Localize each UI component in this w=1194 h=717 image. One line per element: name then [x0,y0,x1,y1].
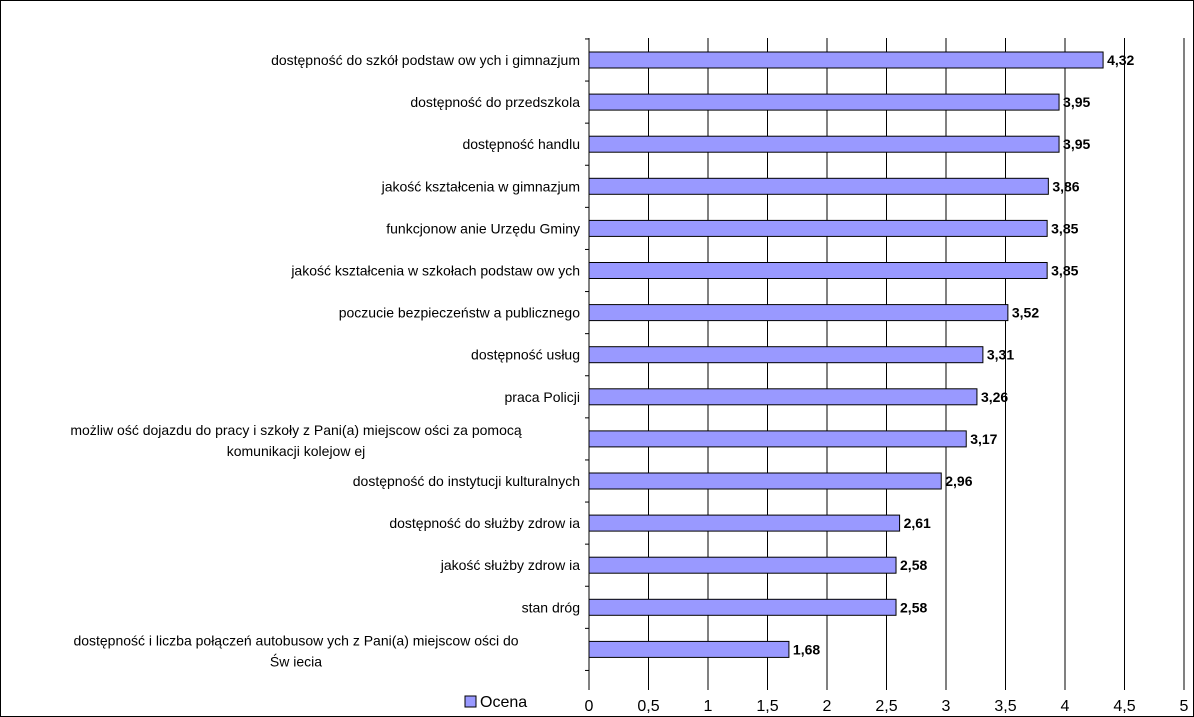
bar [588,472,942,490]
data-label: 2,61 [904,515,931,531]
x-tick-label: 5 [1180,698,1189,715]
category-label: jakość kształcenia w gimnazjum [381,178,580,194]
legend-label: Ocena [480,694,527,711]
data-label: 3,52 [1012,305,1039,321]
data-label: 3,17 [970,431,997,447]
data-label: 3,26 [981,389,1008,405]
x-axis-ticks: 0 0,5 1 1,5 2 2,5 3 3,5 4 4,5 5 [585,698,1189,715]
x-tick-label: 4,5 [1113,698,1135,715]
data-label: 1,68 [793,641,820,657]
category-label: możliw ość dojazdu do pracy i szkoły z P… [70,422,521,438]
bar [588,51,1104,69]
x-tick-label: 3 [942,698,951,715]
bar [588,598,897,616]
bar [588,262,1048,279]
category-label: dostępność i liczba połączeń autobusow y… [73,632,518,648]
x-tick-label: 2,5 [875,698,897,715]
bar [588,514,901,532]
data-label: 3,85 [1051,263,1078,279]
x-tick-label: 4 [1061,698,1070,715]
bar [588,219,1048,237]
category-label: funkcjonow anie Urzędu Gminy [386,220,580,236]
bar [588,135,1060,153]
legend-swatch [464,695,477,708]
category-label: dostępność usług [471,347,580,363]
legend: Ocena [464,694,527,711]
x-tick-label: 0 [585,698,594,715]
data-label: 2,58 [900,599,927,615]
bar [588,388,978,406]
category-label: dostępność do szkół podstaw ow ych i gim… [271,52,580,68]
value-labels: 4,32 3,95 3,95 3,86 3,85 3,85 3,52 3,31 3,26 3,17… [793,52,1135,657]
data-label: 2,96 [945,473,972,489]
bar [588,430,967,448]
bar [588,556,897,574]
category-label: jakość służby zdrow ia [440,557,580,573]
data-label: 3,86 [1052,178,1079,194]
category-labels: dostępność do szkół podstaw ow ych i gim… [70,52,580,669]
data-label: 3,95 [1063,94,1090,110]
data-label: 3,95 [1063,136,1090,152]
bars [588,51,1104,658]
x-tick-label: 0,5 [637,698,659,715]
x-tick-label: 2 [823,698,832,715]
bar [588,177,1049,195]
category-label: praca Policji [505,389,580,405]
x-tick-label: 1,5 [756,698,778,715]
bar [588,304,1009,322]
x-tick-label: 1 [704,698,713,715]
category-label: dostępność handlu [462,136,580,152]
data-label: 2,58 [900,557,927,573]
category-label: jakość kształcenia w szkołach podstaw ow… [290,263,580,279]
data-label: 3,31 [987,347,1014,363]
category-label: dostępność do przedszkola [410,94,580,110]
category-label: stan dróg [522,599,580,615]
bar [588,346,984,364]
category-label: poczucie bezpieczeństw a publicznego [339,305,580,321]
category-label: dostępność do służby zdrow ia [389,515,580,531]
category-label: komunikacji kolejow ej [227,443,366,459]
data-label: 4,32 [1107,52,1134,68]
category-label: Św iecia [270,652,322,669]
category-label: dostępność do instytucji kulturalnych [353,473,580,489]
bar [588,640,790,658]
x-tick-label: 3,5 [994,698,1016,715]
bar [588,93,1060,111]
data-label: 3,85 [1051,220,1078,236]
